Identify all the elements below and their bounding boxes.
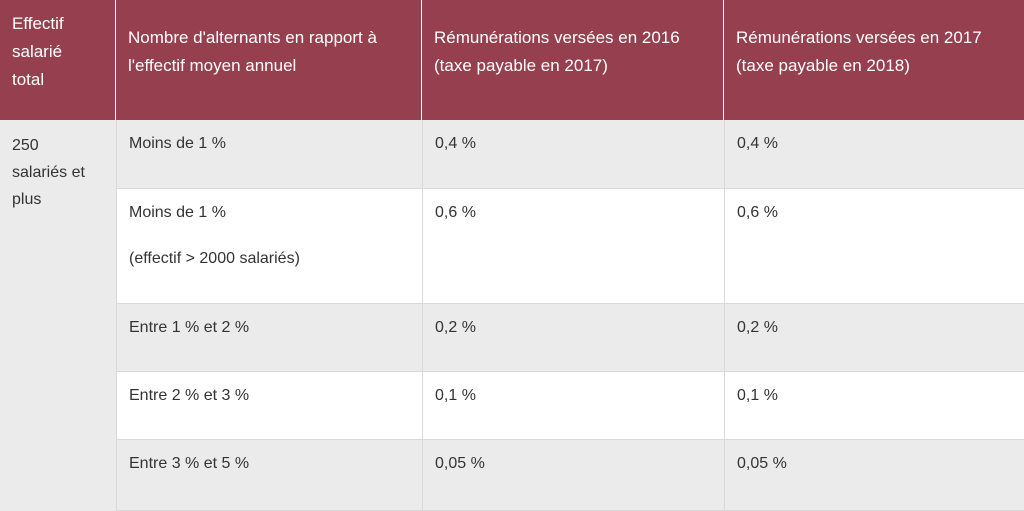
rate-2016-cell: 0,1 % bbox=[422, 372, 724, 439]
header-2017-line: Rémunérations versées en 2017 bbox=[736, 28, 982, 47]
header-effectif-line: salarié bbox=[12, 42, 63, 61]
header-remunerations-2016: Rémunérations versées en 2016 (taxe paya… bbox=[422, 0, 724, 120]
ratio-cell: Entre 3 % et 5 % bbox=[116, 440, 422, 510]
group-line: salariés et bbox=[12, 164, 85, 181]
group-cell-250-plus: 250 salariés et plus bbox=[0, 120, 116, 511]
ratio-text: Moins de 1 % bbox=[129, 204, 226, 221]
rate-2016-cell: 0,2 % bbox=[422, 304, 724, 371]
rate-2016-cell: 0,05 % bbox=[422, 440, 724, 510]
header-2017-line: (taxe payable en 2018) bbox=[736, 56, 910, 75]
header-alternants-line: l'effectif moyen annuel bbox=[128, 56, 297, 75]
table-header: Effectif salarié total Nombre d'alternan… bbox=[0, 0, 1024, 120]
table-row: Moins de 1 % (effectif > 2000 salariés) … bbox=[116, 189, 1024, 304]
header-effectif: Effectif salarié total bbox=[0, 0, 116, 120]
ratio-text: Entre 2 % et 3 % bbox=[129, 387, 250, 404]
group-line: plus bbox=[12, 191, 42, 208]
rate-2016-cell: 0,4 % bbox=[422, 120, 724, 188]
ratio-cell: Moins de 1 % (effectif > 2000 salariés) bbox=[116, 189, 422, 303]
header-effectif-line: Effectif bbox=[12, 14, 64, 33]
header-remunerations-2017: Rémunérations versées en 2017 (taxe paya… bbox=[724, 0, 1024, 120]
table-row: Entre 2 % et 3 % 0,1 % 0,1 % bbox=[116, 372, 1024, 440]
group-line: 250 bbox=[12, 137, 39, 154]
ratio-cell: Moins de 1 % bbox=[116, 120, 422, 188]
ratio-text: Entre 3 % et 5 % bbox=[129, 455, 250, 472]
rate-2017-cell: 0,2 % bbox=[724, 304, 1024, 371]
rate-2016-cell: 0,6 % bbox=[422, 189, 724, 303]
header-alternants: Nombre d'alternants en rapport à l'effec… bbox=[116, 0, 422, 120]
table-row: Entre 1 % et 2 % 0,2 % 0,2 % bbox=[116, 304, 1024, 372]
ratio-text: Moins de 1 % bbox=[129, 135, 226, 152]
rate-2017-cell: 0,1 % bbox=[724, 372, 1024, 439]
table-row: Moins de 1 % 0,4 % 0,4 % bbox=[116, 120, 1024, 189]
ratio-note: (effectif > 2000 salariés) bbox=[129, 250, 300, 267]
table-row: Entre 3 % et 5 % 0,05 % 0,05 % bbox=[116, 440, 1024, 511]
rate-2017-cell: 0,05 % bbox=[724, 440, 1024, 510]
ratio-cell: Entre 1 % et 2 % bbox=[116, 304, 422, 371]
header-alternants-line: Nombre d'alternants en rapport à bbox=[128, 28, 377, 47]
header-effectif-line: total bbox=[12, 70, 45, 89]
rate-2017-cell: 0,4 % bbox=[724, 120, 1024, 188]
ratio-text: Entre 1 % et 2 % bbox=[129, 319, 250, 336]
header-2016-line: Rémunérations versées en 2016 bbox=[434, 28, 680, 47]
rate-2017-cell: 0,6 % bbox=[724, 189, 1024, 303]
ratio-cell: Entre 2 % et 3 % bbox=[116, 372, 422, 439]
header-2016-line: (taxe payable en 2017) bbox=[434, 56, 608, 75]
